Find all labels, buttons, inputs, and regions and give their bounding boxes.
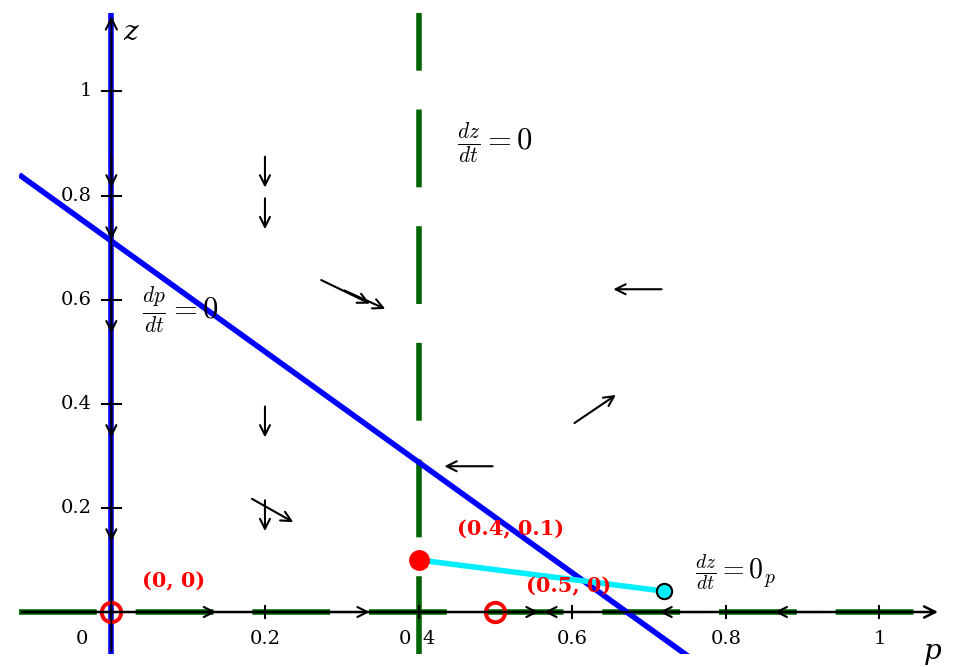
Text: 0.6: 0.6 <box>61 291 92 309</box>
Text: 0.4: 0.4 <box>61 395 92 413</box>
Text: 0: 0 <box>398 630 411 648</box>
Text: 0.6: 0.6 <box>557 630 588 648</box>
Text: $\frac{dz}{dt}=0_p$: $\frac{dz}{dt}=0_p$ <box>695 553 776 594</box>
Text: $\frac{dp}{dt}=0$: $\frac{dp}{dt}=0$ <box>142 285 218 335</box>
Text: 1: 1 <box>874 630 885 648</box>
Text: (0.4, 0.1): (0.4, 0.1) <box>457 519 564 539</box>
Text: p: p <box>924 638 942 665</box>
Text: (0, 0): (0, 0) <box>142 571 205 591</box>
Text: 4: 4 <box>422 630 435 648</box>
Text: 1: 1 <box>80 83 92 101</box>
Text: (0.5, 0): (0.5, 0) <box>526 576 612 596</box>
Text: z: z <box>123 19 137 45</box>
Text: 0.2: 0.2 <box>250 630 280 648</box>
Text: $\frac{dz}{dt}=0$: $\frac{dz}{dt}=0$ <box>457 121 533 166</box>
Text: 0.8: 0.8 <box>710 630 741 648</box>
Text: 0.8: 0.8 <box>61 187 92 205</box>
Text: 0.2: 0.2 <box>61 499 92 517</box>
Text: 0: 0 <box>76 630 88 648</box>
